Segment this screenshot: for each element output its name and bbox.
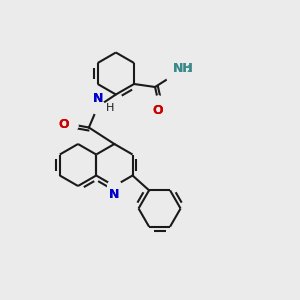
Text: N: N <box>109 188 120 200</box>
Text: O: O <box>59 118 69 131</box>
Text: N: N <box>93 92 103 105</box>
Text: O: O <box>153 104 164 117</box>
Text: NH: NH <box>173 62 194 75</box>
Text: O: O <box>59 118 69 131</box>
Text: NH: NH <box>173 62 194 75</box>
Text: O: O <box>153 104 164 117</box>
Text: H: H <box>106 103 115 113</box>
Text: N: N <box>93 92 103 105</box>
Text: $_2$: $_2$ <box>186 64 192 76</box>
Text: N: N <box>109 188 120 200</box>
